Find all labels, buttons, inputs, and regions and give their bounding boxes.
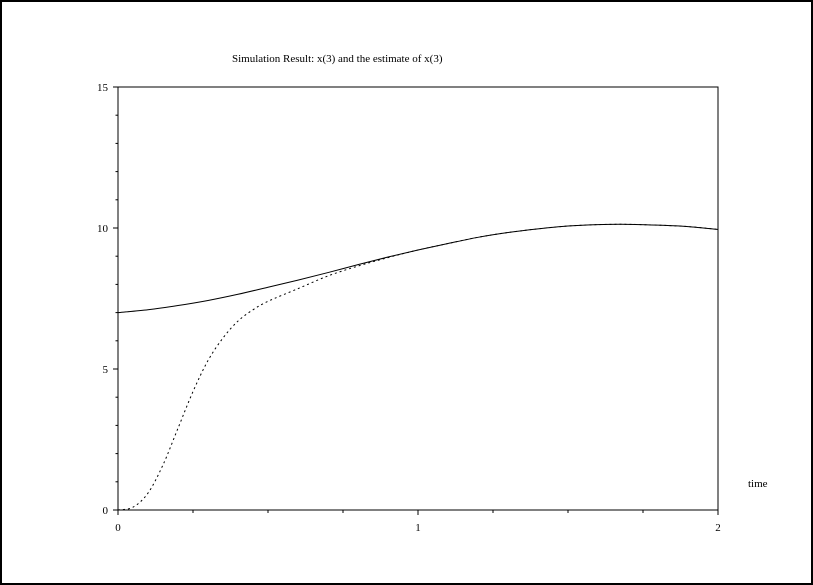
y-tick-label: 0 (103, 505, 109, 517)
chart-title: Simulation Result: x(3) and the estimate… (232, 53, 443, 65)
x-tick-label: 0 (115, 522, 121, 534)
x-axis: 0 1 2 (115, 510, 721, 534)
x-tick-label: 1 (415, 522, 421, 534)
x-tick-label: 2 (715, 522, 721, 534)
series-estimate-line (117, 223, 719, 511)
x-axis-label: time (748, 478, 768, 490)
y-tick-label: 10 (97, 223, 109, 235)
y-axis: 0 5 10 15 (97, 82, 118, 517)
series-x3-line (117, 223, 719, 314)
y-tick-label: 15 (97, 82, 109, 94)
y-tick-label: 5 (103, 364, 109, 376)
series-layer (117, 223, 719, 511)
plot-area (117, 86, 719, 511)
